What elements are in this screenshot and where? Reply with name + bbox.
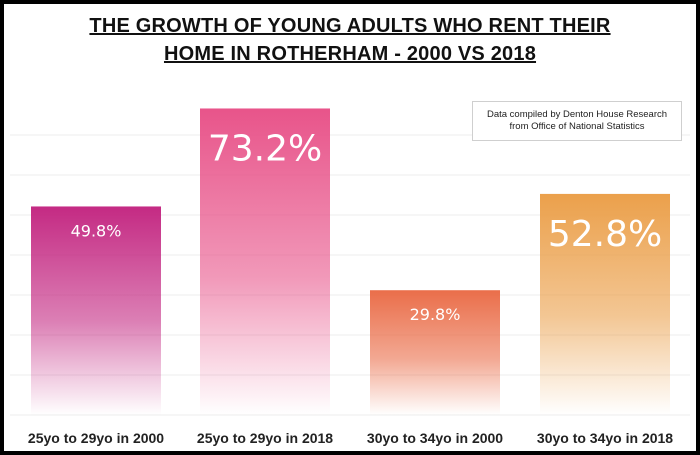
chart-title: THE GROWTH OF YOUNG ADULTS WHO RENT THEI… (0, 12, 700, 68)
category-label-1: 25yo to 29yo in 2000 (28, 430, 164, 446)
source-note-line-2: from Office of National Statistics (509, 121, 645, 132)
value-labels: 49.8% 73.2% 29.8% 52.8% (71, 128, 663, 324)
chart-title-line-2: HOME IN ROTHERHAM - 2000 VS 2018 (163, 43, 537, 65)
bar-3 (370, 290, 500, 415)
bars (31, 108, 670, 415)
category-label-3: 30yo to 34yo in 2000 (367, 430, 503, 446)
bar-1 (31, 206, 161, 415)
source-note: Data compiled by Denton House Research f… (472, 101, 682, 141)
value-label-1: 49.8% (71, 221, 122, 240)
value-label-2: 73.2% (208, 128, 322, 169)
bar-4 (540, 193, 670, 415)
category-label-2: 25yo to 29yo in 2018 (197, 430, 333, 446)
value-label-3: 29.8% (410, 305, 461, 324)
category-label-4: 30yo to 34yo in 2018 (537, 430, 673, 446)
source-note-line-1: Data compiled by Denton House Research (486, 109, 668, 120)
category-labels: 25yo to 29yo in 2000 25yo to 29yo in 2018… (28, 430, 673, 446)
bar-2 (200, 108, 330, 415)
chart-title-line-1: THE GROWTH OF YOUNG ADULTS WHO RENT THEI… (89, 15, 611, 37)
value-label-4: 52.8% (548, 214, 662, 255)
